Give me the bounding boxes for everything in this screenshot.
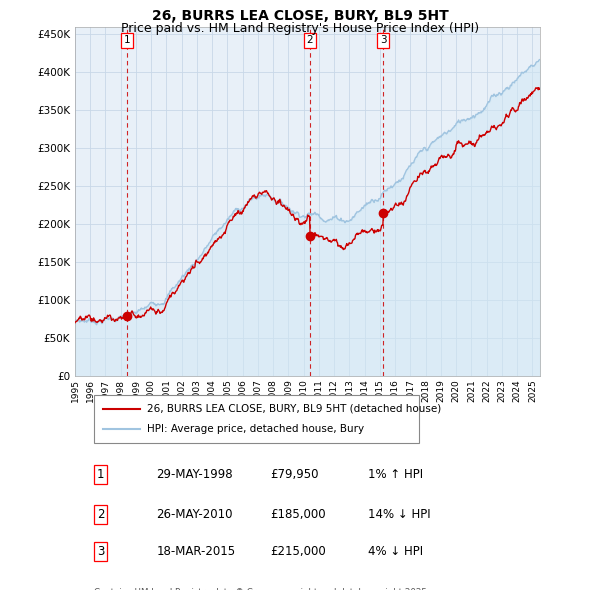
Text: Price paid vs. HM Land Registry's House Price Index (HPI): Price paid vs. HM Land Registry's House … [121, 22, 479, 35]
Text: 1% ↑ HPI: 1% ↑ HPI [368, 468, 423, 481]
Text: Contains HM Land Registry data © Crown copyright and database right 2025.
This d: Contains HM Land Registry data © Crown c… [94, 588, 429, 590]
Text: HPI: Average price, detached house, Bury: HPI: Average price, detached house, Bury [147, 424, 364, 434]
Text: £79,950: £79,950 [270, 468, 319, 481]
Text: £185,000: £185,000 [270, 507, 326, 520]
Text: 1: 1 [97, 468, 104, 481]
Text: 4% ↓ HPI: 4% ↓ HPI [368, 545, 423, 558]
Text: 29-MAY-1998: 29-MAY-1998 [157, 468, 233, 481]
Text: 2: 2 [307, 35, 313, 45]
Text: 26, BURRS LEA CLOSE, BURY, BL9 5HT: 26, BURRS LEA CLOSE, BURY, BL9 5HT [152, 9, 448, 23]
Text: 26, BURRS LEA CLOSE, BURY, BL9 5HT (detached house): 26, BURRS LEA CLOSE, BURY, BL9 5HT (deta… [147, 404, 442, 414]
Text: 3: 3 [380, 35, 386, 45]
Text: £215,000: £215,000 [270, 545, 326, 558]
Text: 14% ↓ HPI: 14% ↓ HPI [368, 507, 431, 520]
Text: 26-MAY-2010: 26-MAY-2010 [157, 507, 233, 520]
Text: 2: 2 [97, 507, 104, 520]
Text: 1: 1 [124, 35, 130, 45]
Text: 3: 3 [97, 545, 104, 558]
Text: 18-MAR-2015: 18-MAR-2015 [157, 545, 235, 558]
